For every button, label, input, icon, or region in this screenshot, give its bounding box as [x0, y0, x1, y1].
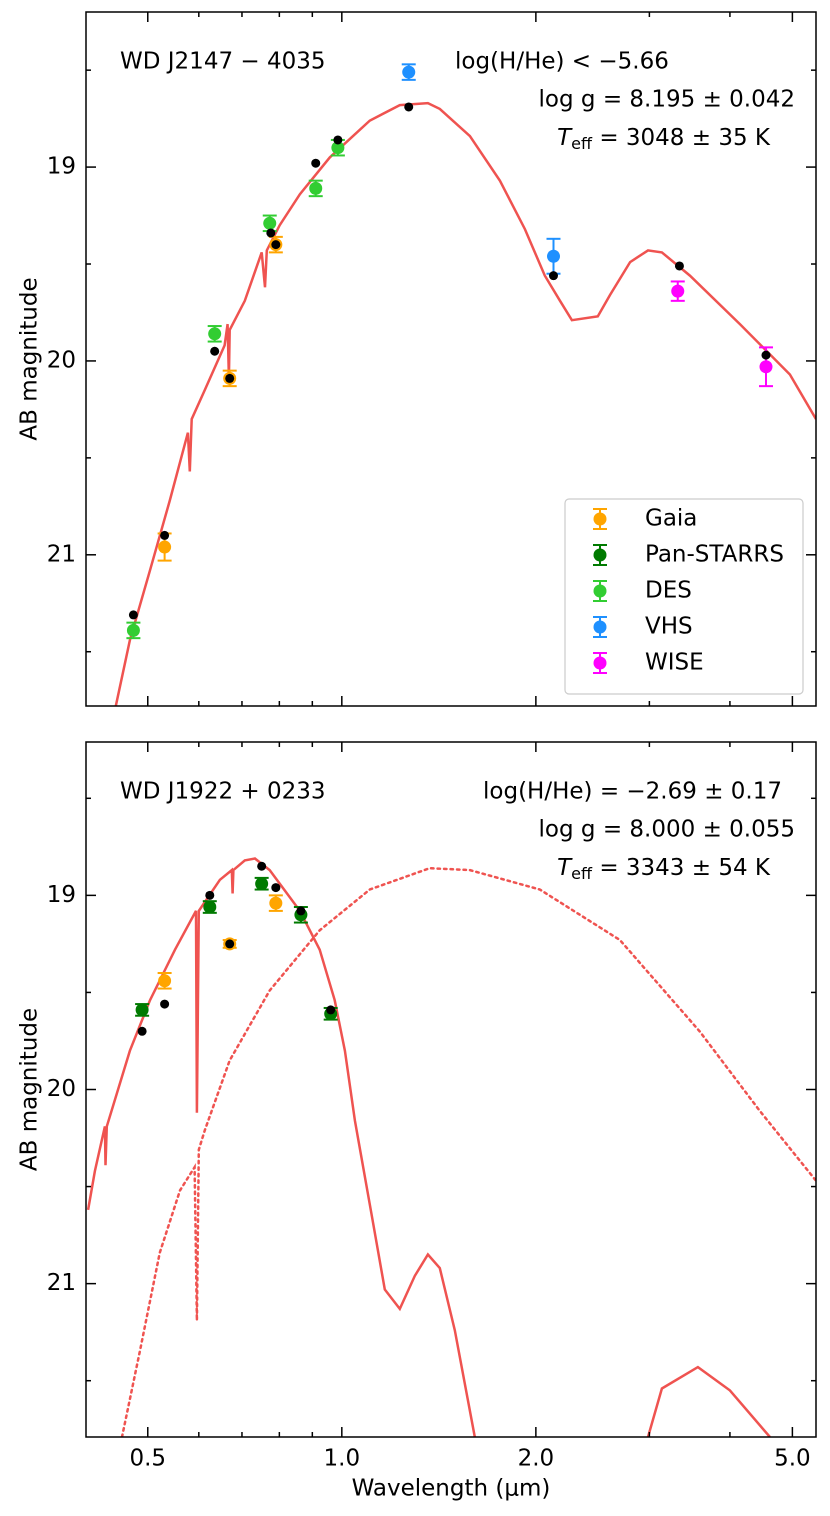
- model-point: [266, 228, 276, 238]
- legend-marker: [593, 548, 607, 562]
- y-tick-label: 20: [47, 1076, 76, 1102]
- model-point: [296, 906, 306, 916]
- x-axis-label: Wavelength (μm): [352, 1476, 551, 1502]
- x-tick-label: 2.0: [518, 1446, 555, 1472]
- x-tick-label: 0.5: [129, 1446, 166, 1472]
- annotation-symbol: T: [557, 855, 573, 881]
- model-point: [225, 373, 235, 383]
- frame: [85, 741, 817, 1438]
- plot-area: [86, 857, 816, 1437]
- model-point: [137, 1026, 147, 1036]
- legend-marker: [593, 512, 607, 526]
- model-point: [333, 135, 343, 145]
- annotation: log g = 8.195 ± 0.042: [539, 87, 795, 113]
- annotation-text: = 3343 ± 54 K: [592, 855, 771, 881]
- data-point: [203, 900, 217, 914]
- data-point: [759, 360, 773, 374]
- data-point: [269, 896, 283, 910]
- x-tick-label: 1.0: [324, 1446, 361, 1472]
- data-point: [546, 249, 560, 263]
- model-point: [257, 861, 267, 871]
- model-curve: [86, 857, 771, 1437]
- y-tick-label: 20: [47, 347, 76, 373]
- data-point: [158, 540, 172, 554]
- annotation-subscript: eff: [571, 864, 593, 883]
- data-point: [309, 181, 323, 195]
- annotation: log(H/He) = −2.69 ± 0.17: [483, 779, 782, 805]
- y-tick-label: 19: [47, 154, 76, 180]
- model-point: [761, 350, 771, 360]
- annotation: WD J2147 − 4035: [120, 49, 326, 75]
- legend-label: Gaia: [645, 506, 697, 532]
- legend-marker: [593, 656, 607, 670]
- data-point: [126, 623, 140, 637]
- model-point: [548, 271, 558, 281]
- legend-label: WISE: [645, 650, 704, 676]
- annotation-text: = 3048 ± 35 K: [592, 125, 771, 151]
- panel: 19 20 21 AB magnitude WD J2147 − 4035 log(H/H…: [17, 11, 817, 707]
- legend-label: Pan-STARRS: [645, 542, 784, 568]
- data-point: [263, 216, 277, 230]
- model-curve: [120, 866, 816, 1437]
- model-point: [311, 158, 321, 168]
- model-point: [225, 939, 235, 949]
- data-point: [255, 877, 269, 891]
- model-point: [404, 102, 414, 112]
- annotation-subscript: eff: [571, 134, 593, 153]
- data-point: [158, 974, 172, 988]
- legend-label: VHS: [645, 614, 693, 640]
- legend-box: [564, 498, 804, 695]
- y-tick-label: 21: [47, 1270, 76, 1296]
- data-point: [671, 284, 685, 298]
- legend-label: DES: [645, 578, 692, 604]
- frame: [85, 11, 817, 707]
- annotation-symbol: T: [557, 125, 573, 151]
- model-point: [326, 1005, 336, 1015]
- data-point: [402, 65, 416, 79]
- model-point: [271, 883, 281, 893]
- annotation: WD J1922 + 0233: [120, 779, 326, 805]
- legend-marker: [593, 584, 607, 598]
- model-point: [205, 890, 215, 900]
- y-axis-label: AB magnitude: [17, 277, 43, 440]
- data-point: [135, 1003, 149, 1017]
- y-axis-label: AB magnitude: [17, 1008, 43, 1171]
- model-point: [160, 999, 170, 1009]
- model-curve: [114, 101, 816, 706]
- model-point: [271, 240, 281, 250]
- legend: Gaia Pan-STARRS DES VHS WISE: [564, 498, 804, 695]
- data-point: [208, 327, 222, 341]
- annotation: log(H/He) < −5.66: [455, 49, 669, 75]
- annotation: Teff = 3343 ± 54 K: [557, 855, 771, 883]
- legend-marker: [593, 620, 607, 634]
- data-point: [331, 141, 345, 155]
- model-point: [160, 530, 170, 540]
- annotation: log g = 8.000 ± 0.055: [539, 817, 795, 843]
- panel: 0.5 1.0 2.0 5.0 19 20 21 AB magnitude Wavelength…: [17, 741, 817, 1502]
- model-point: [210, 346, 220, 356]
- plot-area: [114, 63, 816, 706]
- model-point: [128, 610, 138, 620]
- y-tick-label: 21: [47, 541, 76, 567]
- y-tick-label: 19: [47, 882, 76, 908]
- x-tick-label: 5.0: [774, 1446, 811, 1472]
- model-point: [674, 261, 684, 271]
- annotation: Teff = 3048 ± 35 K: [557, 125, 771, 153]
